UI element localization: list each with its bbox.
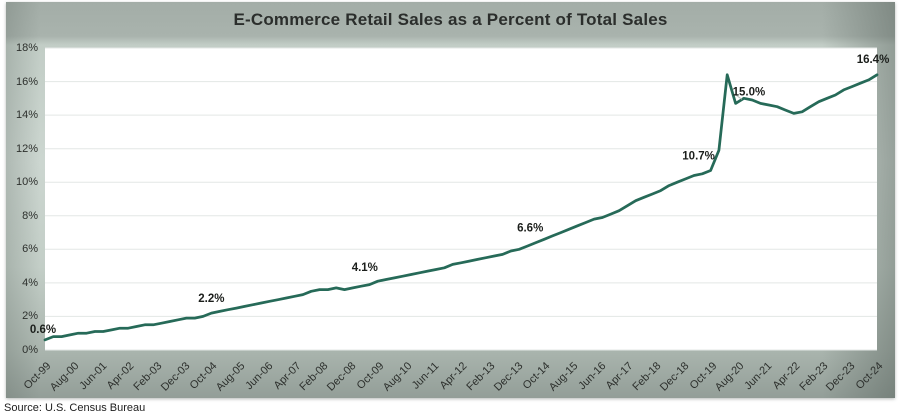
- y-tick-label: 4%: [22, 276, 38, 289]
- x-tick-text: Jun-21: [742, 360, 775, 393]
- y-tick-label: 12%: [15, 142, 38, 155]
- y-tick-label: 6%: [22, 243, 38, 256]
- x-tick-text: Feb-03: [131, 360, 165, 394]
- x-tick-text: Dec-23: [824, 360, 858, 394]
- x-tick-text: Apr-17: [604, 360, 636, 392]
- x-tick-text: Aug-15: [546, 360, 581, 394]
- y-tick-label: 8%: [22, 209, 38, 222]
- x-tick-text: Feb-13: [464, 360, 498, 394]
- x-tick-text: Jun-16: [575, 360, 609, 393]
- x-tick-text: Jun-01: [76, 360, 109, 393]
- data-label-150: 15.0%: [733, 86, 766, 98]
- source-note: Source: U.S. Census Bureau: [4, 402, 146, 414]
- x-tick-text: Oct-99: [21, 360, 54, 392]
- x-tick-text: Feb-18: [630, 360, 664, 394]
- data-label-06: 0.6%: [30, 324, 56, 336]
- x-tick-text: Apr-22: [770, 360, 803, 392]
- leader-line: [734, 93, 743, 100]
- x-tick-text: Jun-11: [410, 360, 442, 392]
- x-tick-text: Apr-02: [104, 360, 137, 392]
- y-tick-label: 2%: [22, 310, 38, 323]
- x-tick-text: Dec-18: [657, 360, 692, 394]
- x-tick-text: Oct-09: [354, 360, 387, 392]
- data-label-164: 16.4%: [857, 54, 890, 66]
- x-tick-text: Dec-03: [158, 360, 193, 394]
- x-tick-text: Jun-06: [243, 360, 276, 393]
- x-tick-text: Feb-08: [297, 360, 331, 394]
- y-tick-label: 10%: [15, 176, 38, 189]
- x-tick-text: Apr-07: [271, 360, 304, 392]
- x-tick-text: Apr-12: [437, 360, 470, 392]
- x-tick-text: Aug-05: [214, 360, 248, 394]
- chart-card: E-Commerce Retail Sales as a Percent of …: [6, 2, 895, 398]
- data-label-22: 2.2%: [198, 293, 224, 305]
- y-tick-label: 0%: [22, 344, 38, 356]
- x-axis: Oct-99 Aug-00 Jun-01 Apr-02 Feb-03 Dec-03 Oct-…: [22, 352, 886, 398]
- y-tick-label: 14%: [15, 109, 38, 122]
- x-tick-text: Oct-24: [853, 360, 886, 392]
- y-tick-label: 18%: [15, 42, 38, 54]
- data-label-41: 4.1%: [352, 262, 378, 274]
- data-label-66: 6.6%: [517, 222, 543, 234]
- x-tick-text: Dec-08: [325, 360, 359, 394]
- chart-title: E-Commerce Retail Sales as a Percent of …: [233, 10, 668, 29]
- x-tick-text: Dec-13: [491, 360, 525, 394]
- x-tick-text: Aug-00: [47, 360, 82, 394]
- data-label-107: 10.7%: [682, 151, 715, 163]
- y-axis: 0% 2% 4% 6% 8% 10% 12% 14% 16% 18%: [6, 42, 41, 356]
- x-tick-text: Aug-20: [713, 360, 747, 394]
- x-tick-text: Feb-23: [796, 360, 830, 394]
- plot-area: 0.6% 2.2% 4.1% 6.6% 10.7% 15.0% 16.4%: [30, 47, 889, 351]
- y-tick-label: 16%: [15, 75, 38, 88]
- line-chart: 0.6% 2.2% 4.1% 6.6% 10.7% 15.0% 16.4%: [30, 47, 889, 351]
- ecommerce-line: [43, 73, 879, 342]
- x-tick-text: Aug-10: [380, 360, 414, 394]
